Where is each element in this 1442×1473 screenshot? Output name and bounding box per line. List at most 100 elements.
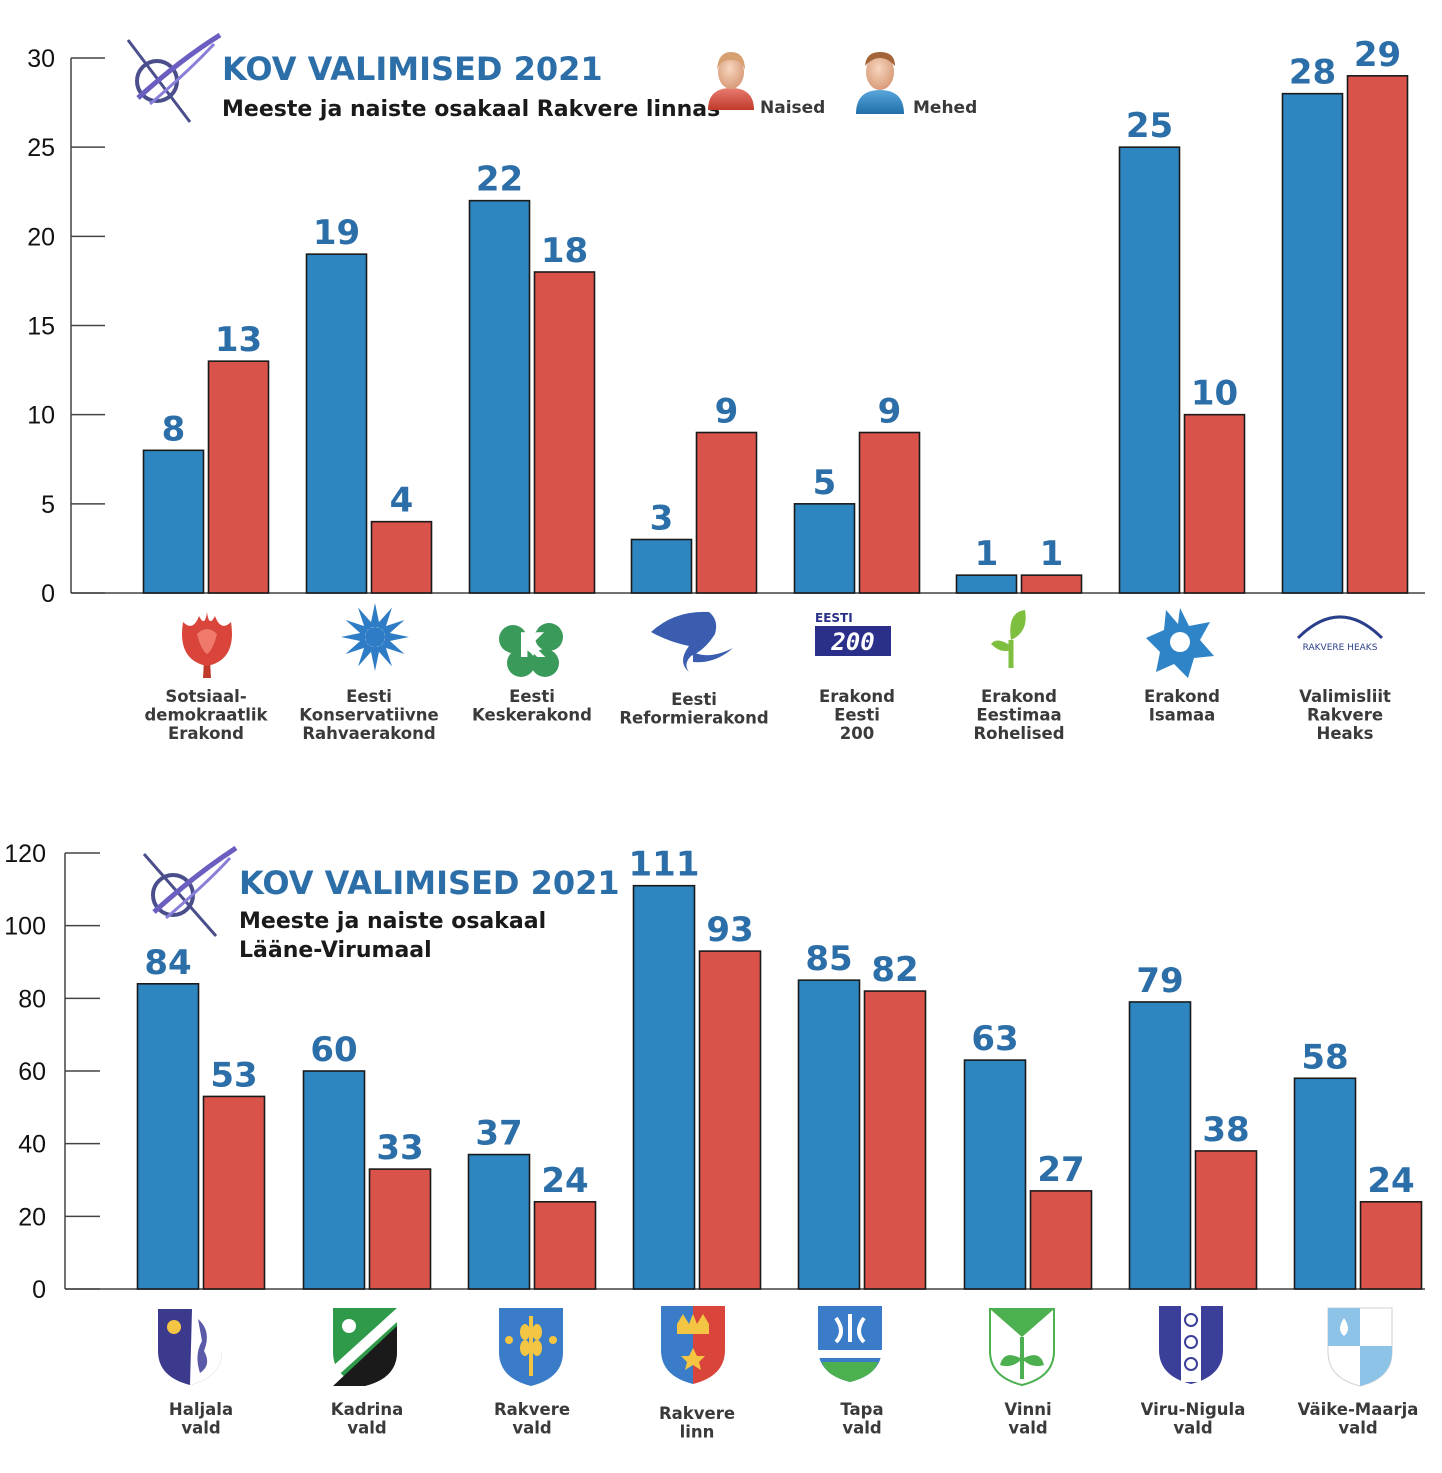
value-label-men: 22 [476, 160, 523, 200]
bar-men [1293, 1077, 1357, 1290]
chart-subtitle: Meeste ja naiste osakaal Rakvere linnas [222, 97, 720, 122]
bar-women [1359, 1201, 1423, 1290]
bar-women [695, 431, 758, 594]
category-label: Rakvere vald [494, 1400, 570, 1438]
value-label-women: 38 [1202, 1110, 1249, 1150]
bar-men [1281, 92, 1344, 594]
cornflower-logo [341, 603, 409, 671]
bar-women [1346, 75, 1409, 594]
value-label-women: 13 [215, 320, 262, 360]
value-label-women: 33 [376, 1128, 423, 1168]
bar-men [793, 503, 856, 594]
eesti200-digits-text: 200 [830, 628, 874, 656]
y-tick-label: 10 [27, 402, 55, 430]
value-label-men: 25 [1126, 106, 1173, 146]
value-label-men: 5 [813, 463, 837, 503]
value-label-women: 9 [715, 392, 739, 432]
y-tick-label: 100 [4, 913, 46, 941]
election-logo [126, 32, 222, 123]
bar-men [468, 199, 531, 594]
chart-subtitle: Meeste ja naiste osakaal Lääne-Virumaal [239, 909, 546, 963]
category-label: Viru-Nigula vald [1141, 1400, 1246, 1438]
category-label: Kadrina vald [331, 1400, 403, 1438]
bar-men [797, 979, 861, 1290]
value-label-men: 60 [310, 1030, 357, 1070]
chart-title: KOV VALIMISED 2021 [222, 50, 603, 88]
bar-men [1118, 146, 1181, 594]
category-label: Erakond Eesti 200 [819, 687, 895, 743]
keskerakond-logo: K [499, 623, 563, 677]
y-tick-label: 80 [18, 985, 46, 1013]
category-label: Eesti Keskerakond [472, 687, 592, 725]
bar-men [467, 1153, 531, 1290]
category-label: Erakond Isamaa [1144, 687, 1220, 725]
category-label: Väike-Maarja vald [1298, 1400, 1419, 1438]
rakvere-heaks-logo: RAKVERE HEAKS [1296, 615, 1384, 653]
value-label-men: 63 [971, 1019, 1018, 1059]
bar-men [963, 1059, 1027, 1290]
category-label: Eesti Reformierakond [619, 690, 768, 728]
bar-women [370, 520, 433, 594]
y-tick-label: 25 [27, 134, 55, 162]
eesti200-top-text: EESTI [815, 611, 853, 625]
eesti200-logo: EESTI 200 [815, 611, 891, 656]
bar-men [305, 253, 368, 594]
bar-group [142, 75, 1409, 594]
man-icon [856, 52, 904, 114]
bar-men [630, 538, 693, 594]
value-label-men: 3 [650, 499, 674, 539]
viru-nigula-crest [1159, 1306, 1223, 1384]
value-label-women: 53 [210, 1055, 257, 1095]
category-label: Valimisliit Rakvere Heaks [1299, 687, 1391, 743]
category-label: Sotsiaal-demokraatlik Erakond [144, 687, 268, 743]
bar-women [533, 271, 596, 594]
sprout-logo [991, 610, 1026, 668]
bar-women [207, 360, 270, 594]
y-tick-label: 20 [18, 1203, 46, 1231]
bar-women [202, 1095, 266, 1290]
tapa-crest [818, 1306, 882, 1382]
category-label: Tapa vald [840, 1400, 883, 1438]
value-label-women: 82 [871, 950, 918, 990]
category-label-group: Haljala vald Kadrina vald Rakvere vald Rakvere… [169, 1400, 1419, 1442]
rakvere-heaks-logo-text: RAKVERE HEAKS [1303, 643, 1378, 653]
bar-women [1183, 413, 1246, 594]
value-label-women: 1 [1040, 534, 1064, 574]
y-tick-label: 60 [18, 1058, 46, 1086]
category-label-group: Sotsiaal-demokraatlik Erakond Eesti Konserv… [144, 687, 1391, 743]
bar-women [1020, 574, 1083, 594]
bar-men [955, 574, 1018, 594]
star-logo [1146, 608, 1214, 678]
value-label-women: 29 [1354, 35, 1401, 75]
value-label-men: 111 [629, 845, 700, 885]
legend-label-women: Naised [760, 98, 825, 118]
y-tick-label: 15 [27, 313, 55, 341]
bar-women [368, 1168, 432, 1290]
value-label-women: 10 [1191, 374, 1238, 414]
bar-women [698, 950, 762, 1290]
bar-group [136, 884, 1423, 1290]
bar-women [533, 1201, 597, 1290]
value-label-women: 24 [541, 1161, 588, 1201]
bar-women [1194, 1150, 1258, 1290]
value-label-women: 93 [706, 910, 753, 950]
value-label-women: 9 [878, 392, 902, 432]
y-tick-label: 0 [32, 1276, 46, 1304]
kadrina-crest [333, 1308, 397, 1386]
legend-label-men: Mehed [913, 98, 977, 118]
value-label-women: 4 [390, 481, 414, 521]
value-label-men: 37 [475, 1114, 522, 1154]
value-label-men: 84 [144, 943, 191, 983]
y-tick-label: 30 [27, 45, 55, 73]
category-label: Rakvere linn [659, 1404, 735, 1442]
y-tick-label: 40 [18, 1131, 46, 1159]
chart-rakvere-linn: 0 5 10 15 20 25 30 8 13 19 4 22 18 3 9 5 9 1 1 25 10 28 29 KO… [27, 32, 1425, 743]
bar-women [1029, 1190, 1093, 1290]
category-label: Eesti Konservatiivne Rahvaerakond [299, 687, 439, 743]
bar-women [863, 990, 927, 1290]
value-label-women: 27 [1037, 1150, 1084, 1190]
value-label-women: 18 [541, 231, 588, 271]
